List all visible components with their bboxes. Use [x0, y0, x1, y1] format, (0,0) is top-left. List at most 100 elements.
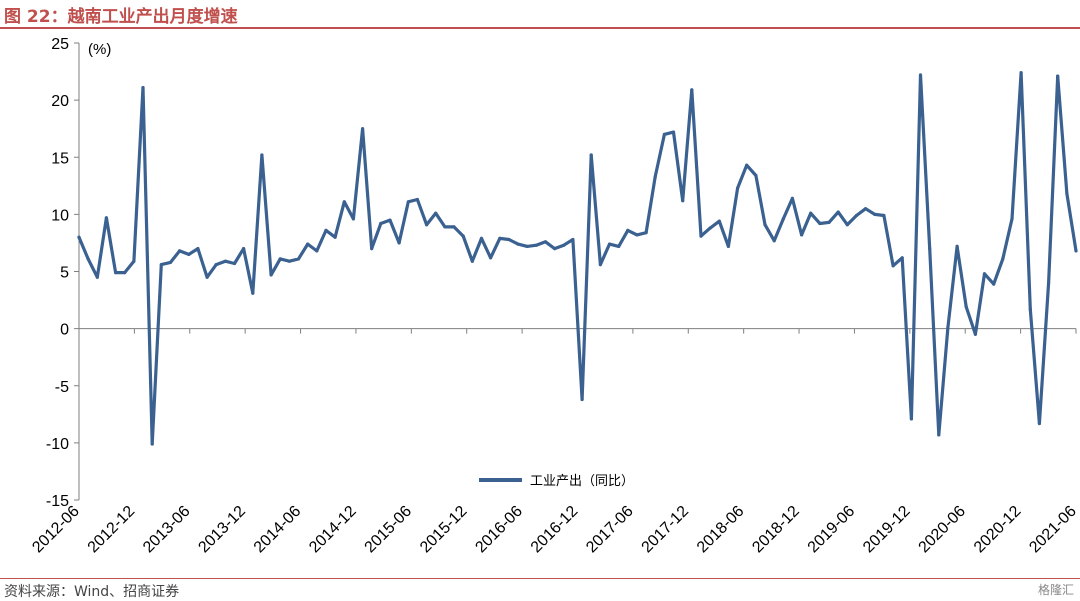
data-point — [543, 240, 548, 244]
data-point — [150, 442, 154, 446]
data-point — [351, 217, 355, 221]
watermark-logo: 格隆汇 — [1037, 583, 1074, 597]
data-point — [534, 243, 538, 247]
data-point — [982, 272, 987, 276]
data-point — [909, 417, 914, 421]
data-point — [964, 305, 968, 309]
data-point — [333, 235, 337, 239]
data-point — [617, 244, 621, 248]
x-tick-label: 2020-12 — [971, 503, 1025, 557]
data-point — [461, 234, 465, 238]
data-point — [178, 249, 182, 253]
data-point — [104, 216, 108, 220]
y-tick-label: 5 — [60, 265, 69, 282]
data-point — [790, 196, 795, 200]
data-point — [653, 175, 657, 179]
data-point — [260, 153, 264, 157]
data-point — [379, 221, 383, 226]
data-point — [434, 211, 438, 215]
x-tick-label: 2021-06 — [1026, 503, 1080, 557]
y-tick-label: -15 — [46, 493, 69, 510]
data-point — [955, 244, 959, 248]
data-point — [800, 233, 804, 237]
data-point — [315, 249, 319, 253]
x-tick-label: 2014-12 — [306, 503, 360, 557]
data-point — [973, 332, 978, 336]
x-tick-label: 2013-06 — [140, 503, 194, 557]
data-point — [232, 261, 237, 266]
x-tick-label: 2017-06 — [583, 503, 637, 557]
data-point — [507, 237, 511, 242]
data-point — [553, 247, 557, 251]
data-point — [251, 291, 255, 295]
y-tick-label: 15 — [51, 150, 69, 167]
y-tick-label: 0 — [60, 322, 69, 339]
data-point — [223, 259, 227, 263]
data-point — [361, 127, 365, 131]
data-point — [159, 263, 163, 267]
data-point — [562, 243, 566, 247]
data-point — [598, 263, 603, 267]
x-tick-label: 2019-12 — [860, 503, 914, 557]
data-point — [772, 239, 776, 243]
x-tick-label: 2020-06 — [916, 503, 970, 557]
data-point — [406, 200, 410, 204]
x-tick-label: 2012-06 — [29, 503, 83, 557]
data-point — [781, 217, 785, 221]
figure-title: 图 22：越南工业产出月度增速 — [4, 7, 238, 27]
data-point — [1010, 217, 1014, 221]
data-point — [196, 247, 200, 251]
x-tick-label: 2018-12 — [749, 503, 803, 557]
y-tick-label: -5 — [55, 379, 69, 396]
data-point — [589, 153, 593, 157]
y-tick-label: 20 — [51, 93, 69, 110]
data-point — [928, 247, 932, 251]
data-point — [699, 234, 703, 238]
data-point — [992, 282, 996, 286]
data-point — [296, 257, 301, 261]
data-point — [342, 200, 346, 204]
data-point — [1019, 71, 1023, 75]
data-point — [671, 130, 676, 134]
x-tick-label: 2018-06 — [694, 503, 748, 557]
data-point — [415, 197, 419, 202]
data-point — [1065, 192, 1069, 196]
data-point — [1028, 307, 1032, 311]
data-point — [918, 73, 923, 77]
data-point — [214, 263, 218, 267]
data-point — [324, 228, 328, 232]
y-tick-label: 10 — [51, 207, 69, 224]
data-point — [681, 199, 685, 203]
data-point — [836, 210, 840, 214]
data-point — [498, 236, 502, 240]
data-point — [114, 271, 118, 275]
data-point — [635, 233, 639, 237]
source-note: 资料来源：Wind、招商证券 — [4, 584, 180, 600]
x-tick-label: 2013-12 — [195, 503, 249, 557]
data-point — [516, 242, 520, 246]
data-point — [873, 212, 877, 216]
data-point — [1001, 257, 1005, 261]
x-axis: 2012-06 2012-12 2013-06 2013-12 2014-06 2014-… — [29, 328, 1080, 557]
data-point — [397, 241, 401, 245]
data-point — [205, 275, 209, 279]
y-unit-label: (%) — [88, 41, 111, 58]
data-point — [489, 256, 493, 260]
data-point — [845, 223, 849, 227]
x-tick-label: 2015-06 — [362, 503, 416, 557]
data-point — [425, 223, 429, 227]
data-point — [690, 88, 694, 92]
data-point — [278, 257, 282, 261]
y-tick-label: -10 — [46, 436, 69, 453]
source-divider — [0, 578, 1080, 579]
data-point — [818, 221, 822, 226]
legend-label: 工业产出（同比） — [530, 474, 634, 489]
data-point — [388, 218, 392, 222]
data-point — [242, 247, 246, 251]
data-point — [607, 242, 612, 246]
data-point — [946, 325, 950, 330]
x-tick-label: 2015-12 — [417, 503, 471, 557]
x-tick-label: 2019-06 — [805, 503, 859, 557]
data-point — [571, 237, 575, 242]
